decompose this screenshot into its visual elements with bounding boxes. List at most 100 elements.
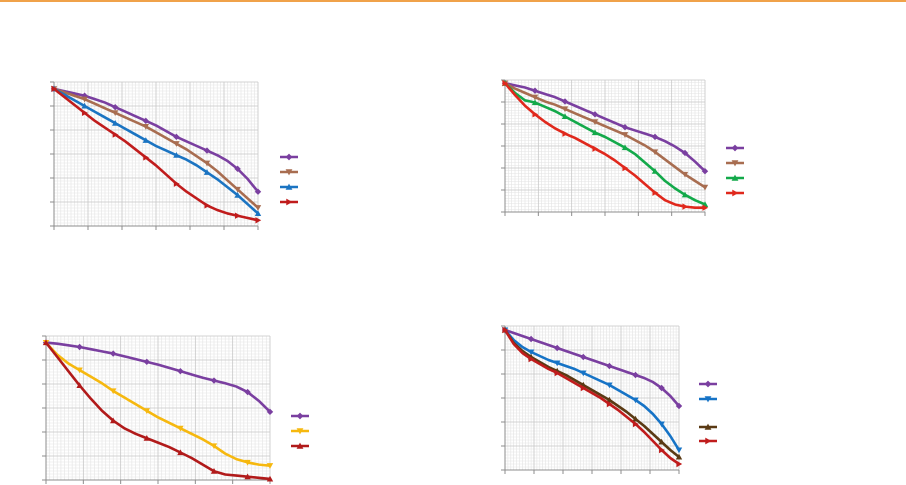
legend-item-1: [291, 412, 309, 420]
data-point: [681, 191, 689, 198]
legend-item-1: [280, 153, 298, 161]
data-point: [659, 446, 665, 454]
data-point: [606, 396, 613, 403]
legend-swatch-marker: [705, 437, 712, 445]
data-point: [266, 408, 274, 416]
data-point: [632, 397, 639, 404]
legend-swatch-marker: [296, 412, 304, 420]
data-point: [210, 468, 218, 474]
data-point: [561, 106, 569, 113]
data-point: [701, 168, 709, 175]
data-point: [210, 377, 218, 384]
data-point: [561, 98, 569, 105]
legend-item-1: [726, 144, 744, 152]
legend-swatch-marker: [704, 380, 712, 388]
data-point: [143, 358, 150, 366]
gridlines: [504, 79, 706, 213]
data-point: [591, 119, 599, 126]
data-point: [658, 421, 665, 428]
data-point: [143, 435, 150, 441]
series-line: [52, 87, 260, 210]
data-point: [681, 149, 689, 157]
series-line: [503, 328, 681, 459]
legend-item-1: [699, 380, 717, 388]
data-point: [632, 415, 639, 422]
line-chart-2: [501, 79, 744, 216]
data-point: [532, 111, 539, 118]
series-line: [44, 341, 272, 414]
data-point: [580, 384, 587, 392]
series-line: [503, 328, 681, 466]
data-point: [531, 87, 539, 94]
legend: [280, 153, 298, 206]
data-point: [591, 129, 599, 136]
data-point: [676, 460, 683, 468]
data-point: [621, 144, 629, 151]
legend: [291, 412, 309, 449]
legend-swatch-marker: [285, 169, 293, 176]
legend-swatch-marker: [285, 153, 293, 161]
data-point: [621, 132, 629, 138]
legend-item-2: [291, 428, 309, 435]
data-point: [254, 210, 262, 216]
data-point: [658, 438, 665, 445]
data-point: [81, 102, 88, 109]
series-line: [44, 341, 272, 468]
legend-item-4: [726, 189, 744, 197]
data-point: [112, 131, 119, 138]
data-point: [173, 141, 180, 147]
legend-swatch-marker: [704, 423, 712, 430]
gridlines: [45, 335, 271, 481]
gridlines: [504, 325, 680, 471]
legend-item-4: [280, 198, 298, 206]
line-chart-4: [501, 325, 717, 474]
data-point: [235, 212, 241, 219]
data-point: [502, 326, 509, 334]
legend: [726, 144, 744, 197]
data-point: [675, 447, 683, 454]
data-point: [234, 191, 241, 198]
data-point: [82, 109, 88, 117]
data-point: [51, 85, 58, 93]
data-point: [531, 94, 539, 101]
series-3: [42, 339, 274, 482]
series-2: [42, 340, 274, 469]
series-line: [503, 328, 681, 408]
legend-item-2: [699, 396, 717, 403]
data-point: [255, 217, 262, 224]
series-line: [44, 341, 272, 481]
data-point: [651, 133, 659, 141]
data-point: [528, 355, 535, 363]
data-point: [621, 124, 629, 131]
data-point: [632, 371, 639, 379]
series-4: [502, 326, 683, 468]
data-point: [177, 425, 184, 432]
data-point: [554, 360, 561, 367]
data-point: [244, 459, 251, 466]
data-point: [204, 202, 211, 209]
top-accent-rule: [0, 0, 906, 2]
series-2: [501, 327, 683, 454]
legend-item-3: [291, 442, 309, 449]
series-line: [503, 81, 707, 206]
data-point: [112, 119, 119, 126]
data-point: [173, 133, 180, 141]
series-4: [502, 80, 709, 211]
data-point: [210, 443, 218, 450]
data-point: [142, 137, 149, 143]
series-line: [52, 87, 260, 194]
series-4: [51, 85, 262, 224]
data-point: [112, 110, 119, 117]
data-point: [591, 111, 599, 118]
data-point: [142, 117, 149, 125]
legend-swatch-marker: [286, 198, 293, 206]
data-point: [561, 113, 569, 120]
line-chart-1: [50, 81, 298, 230]
legend-item-3: [699, 423, 717, 430]
data-point: [702, 204, 709, 211]
legend-item-3: [280, 183, 298, 190]
series-line: [52, 87, 260, 215]
data-point: [652, 189, 659, 196]
data-point: [651, 168, 659, 174]
data-point: [580, 370, 587, 377]
